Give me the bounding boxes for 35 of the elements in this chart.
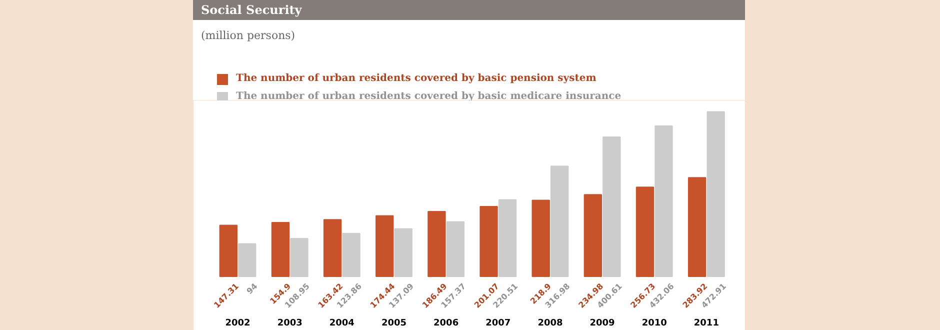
bar [654, 126, 673, 277]
x-tick-label: 2007 [486, 318, 511, 328]
x-tick-label: 2003 [277, 318, 302, 328]
legend-label: The number of urban residents covered by basic pension system [236, 72, 596, 86]
x-tick-label: 2008 [538, 318, 563, 328]
bar [323, 219, 342, 277]
chart-subtitle: (million persons) [201, 28, 296, 44]
bar [636, 186, 654, 277]
legend-label: The number of urban residents covered by basic medicare insurance [236, 90, 622, 104]
bar [219, 224, 238, 277]
bar [602, 136, 621, 277]
bar [532, 200, 550, 277]
bar [584, 194, 602, 277]
x-tick-label: 2004 [329, 318, 354, 328]
bar [271, 222, 290, 277]
bar [290, 238, 308, 277]
data-label: 94 [245, 281, 260, 296]
bar [446, 221, 465, 277]
chart-title: Social Security [201, 2, 302, 19]
bar [394, 228, 412, 277]
bar [550, 166, 569, 277]
bar [480, 206, 498, 277]
bar [498, 199, 517, 277]
bar [342, 232, 360, 277]
bar [428, 211, 446, 277]
x-tick-label: 2005 [381, 318, 407, 328]
x-tick-label: 2011 [694, 318, 719, 328]
bar [688, 177, 706, 277]
bar [706, 111, 725, 277]
bar [238, 243, 256, 277]
x-tick-label: 2009 [590, 318, 615, 328]
x-tick-label: 2006 [434, 318, 459, 328]
x-tick-label: 2002 [225, 318, 250, 328]
bar [376, 215, 394, 277]
x-tick-label: 2010 [642, 318, 667, 328]
